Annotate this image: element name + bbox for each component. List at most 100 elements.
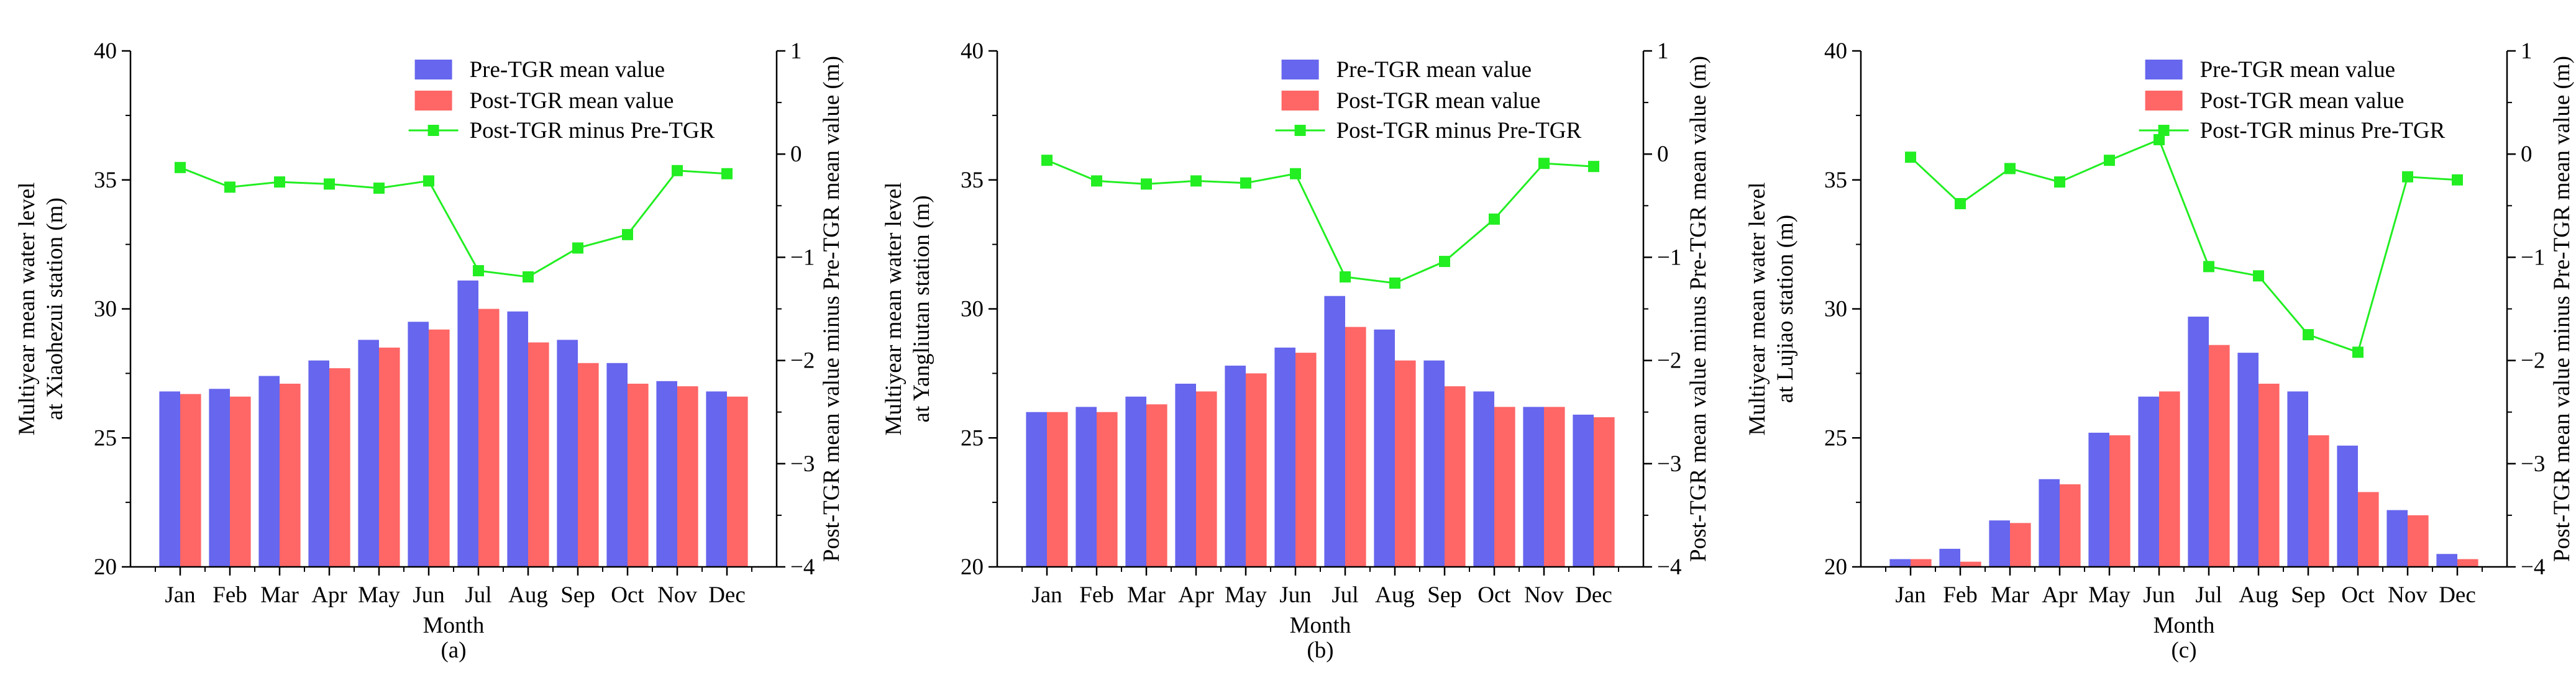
diff-point xyxy=(2104,155,2115,166)
legend-label-pre: Pre-TGR mean value xyxy=(470,57,665,83)
bar-post-tgr xyxy=(2010,523,2031,567)
diff-point xyxy=(2402,171,2413,183)
bar-post-tgr xyxy=(578,363,599,567)
y2-tick-label: −2 xyxy=(790,348,815,374)
panel-label: (c) xyxy=(2171,638,2196,663)
x-tick-label: Jan xyxy=(1031,582,1062,608)
bar-post-tgr xyxy=(1345,327,1366,567)
diff-point xyxy=(224,181,235,193)
y-tick-label: 35 xyxy=(961,168,984,193)
y2-tick-label: −4 xyxy=(1657,554,1681,580)
diff-point xyxy=(622,228,633,240)
diff-point xyxy=(2352,346,2364,358)
y-tick-label: 40 xyxy=(961,38,984,64)
bar-pre-tgr xyxy=(706,391,727,567)
y2-tick-label: 1 xyxy=(1657,38,1669,64)
bar-pre-tgr xyxy=(1076,407,1097,567)
bar-pre-tgr xyxy=(258,376,280,567)
x-tick-label: Jun xyxy=(1279,582,1311,608)
bar-post-tgr xyxy=(478,309,500,567)
y-tick-label: 25 xyxy=(961,425,984,451)
bar-pre-tgr xyxy=(358,340,379,567)
y2-tick-label: −1 xyxy=(790,245,815,270)
bar-post-tgr xyxy=(1395,360,1416,567)
x-tick-label: Mar xyxy=(260,582,299,608)
diff-point xyxy=(324,178,335,190)
y2-axis-title: Post-TGR mean value minus Pre-TGR mean v… xyxy=(1686,56,1711,562)
bar-pre-tgr xyxy=(1225,365,1246,567)
y2-tick-label: −2 xyxy=(1657,348,1681,374)
legend-label-pre: Pre-TGR mean value xyxy=(1336,57,1532,83)
diff-point xyxy=(572,242,583,254)
bar-pre-tgr xyxy=(2138,396,2159,567)
y2-tick-label: −1 xyxy=(1657,245,1681,270)
bar-post-tgr xyxy=(1047,412,1068,567)
x-tick-label: Sep xyxy=(1427,582,1462,608)
legend-marker-diff xyxy=(427,125,439,136)
diff-point xyxy=(1041,155,1053,166)
chart-panel-c: 20 25 30 35 40 1 0 −1 −2 −3 −4 Jan Feb Mar Apr May Jun Ju… xyxy=(1745,38,2575,663)
legend-label-post: Post-TGR mean value xyxy=(1336,88,1541,114)
diff-line xyxy=(1909,138,2458,354)
bar-pre-tgr xyxy=(1889,559,1911,567)
y-axis-title-line2: at Xiaohezui station (m) xyxy=(42,197,68,420)
bar-post-tgr xyxy=(528,342,549,567)
y-tick-label: 25 xyxy=(94,425,117,451)
x-tick-label: Dec xyxy=(1575,582,1612,608)
y-axis-title-line2: at Yangliutan station (m) xyxy=(909,196,934,423)
y-axis-title-line2: at Lujiao station (m) xyxy=(1773,215,1798,403)
x-tick-label: Oct xyxy=(2341,582,2375,608)
y2-tick-label: −3 xyxy=(790,451,815,477)
x-tick-label: Jul xyxy=(465,582,491,608)
x-tick-label: May xyxy=(2088,582,2131,608)
y-tick-label: 20 xyxy=(1824,554,1847,580)
diff-point xyxy=(1439,256,1450,268)
x-axis-title: Month xyxy=(423,613,485,638)
bar-pre-tgr xyxy=(2088,432,2109,567)
x-tick-label: Feb xyxy=(1079,582,1114,608)
diff-point xyxy=(1538,158,1550,170)
bar-post-tgr xyxy=(1246,373,1267,567)
legend-marker-diff xyxy=(2158,125,2170,136)
bar-post-tgr xyxy=(2060,484,2081,567)
x-tick-label: Apr xyxy=(311,582,347,608)
bar-pre-tgr xyxy=(606,363,628,567)
legend-marker-diff xyxy=(1294,125,1306,136)
bar-pre-tgr xyxy=(1374,329,1395,567)
bar-pre-tgr xyxy=(308,360,329,567)
legend-label-pre: Pre-TGR mean value xyxy=(2200,57,2395,83)
x-tick-label: Nov xyxy=(657,582,697,608)
x-tick-label: May xyxy=(358,582,400,608)
x-tick-label: Feb xyxy=(212,582,247,608)
bar-post-tgr xyxy=(280,383,301,567)
diff-point xyxy=(2004,163,2016,174)
diff-point xyxy=(175,161,186,173)
x-tick-label: Apr xyxy=(1178,582,1214,608)
x-axis-title: Month xyxy=(2154,613,2215,638)
y2-tick-label: 1 xyxy=(790,38,802,64)
panel-label: (a) xyxy=(441,638,466,663)
x-tick-label: Dec xyxy=(2439,582,2476,608)
bar-post-tgr xyxy=(1146,404,1167,567)
x-tick-label: Apr xyxy=(2042,582,2078,608)
bar-pre-tgr xyxy=(1523,407,1544,567)
y-tick-label: 20 xyxy=(94,554,117,580)
legend-swatch-pre xyxy=(2145,60,2183,79)
x-tick-label: Feb xyxy=(1943,582,1978,608)
bar-post-tgr xyxy=(1911,559,1932,567)
legend-swatch-pre xyxy=(414,60,452,79)
y2-tick-label: −3 xyxy=(2521,451,2545,477)
bar-pre-tgr xyxy=(2039,479,2060,567)
bar-pre-tgr xyxy=(2386,510,2408,567)
diff-point xyxy=(672,165,683,176)
bar-post-tgr xyxy=(230,396,251,567)
y2-tick-label: −1 xyxy=(2521,245,2545,270)
bar-post-tgr xyxy=(2408,515,2429,567)
bar-post-tgr xyxy=(727,396,748,567)
y2-axis-title: Post-TGR mean value minus Pre-TGR mean v… xyxy=(2549,56,2575,562)
diff-point xyxy=(1091,175,1102,187)
diff-point xyxy=(2154,133,2165,145)
x-tick-label: Mar xyxy=(1127,582,1166,608)
bar-post-tgr xyxy=(1960,561,1981,567)
bar-pre-tgr xyxy=(209,389,230,567)
